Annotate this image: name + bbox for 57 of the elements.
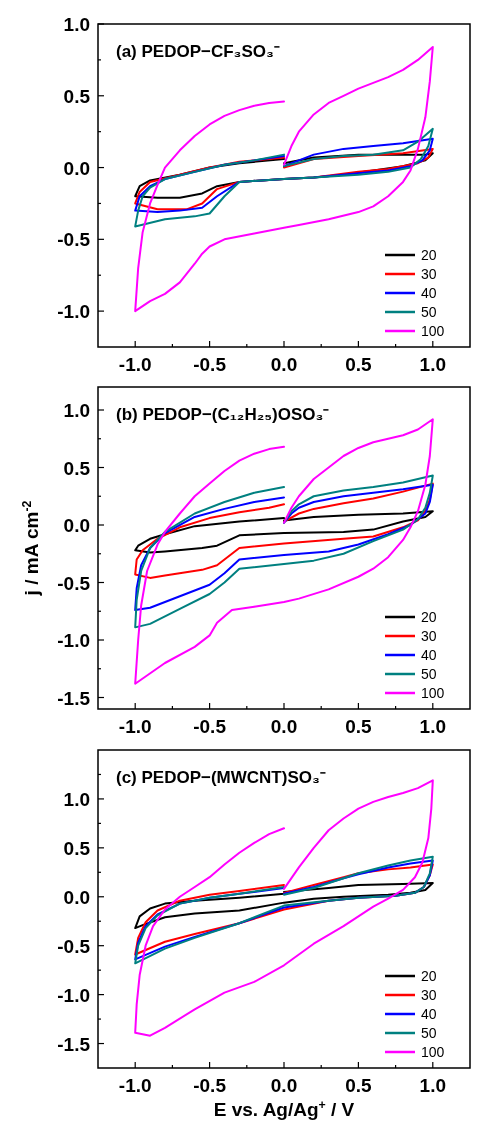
- line-series: [134, 127, 434, 228]
- y-tick-label: 0.0: [63, 886, 90, 908]
- y-tick-label: 0.5: [63, 457, 91, 479]
- legend-label: 100: [421, 1044, 445, 1060]
- y-tick-label: -1.5: [57, 687, 91, 709]
- y-tick-label: -1.0: [57, 301, 90, 323]
- x-tick-label: -0.5: [193, 354, 227, 375]
- legend-label: 40: [421, 1006, 437, 1022]
- legend-label: 40: [421, 285, 437, 301]
- legend-label: 30: [421, 266, 437, 282]
- x-tick-label: -1.0: [118, 1075, 152, 1096]
- x-tick-label: -0.5: [193, 716, 227, 737]
- y-tick-label: -1.0: [57, 984, 90, 1006]
- legend-label: 30: [421, 987, 437, 1003]
- line-series: [134, 510, 434, 554]
- y-tick-label: 1.0: [63, 788, 90, 810]
- y-tick-label: 0.5: [63, 85, 91, 107]
- legend-label: 50: [421, 304, 437, 320]
- x-axis-title: E vs. Ag/Ag$^{+}$ / V: [213, 1098, 355, 1120]
- x-tick-label: -1.0: [118, 716, 152, 737]
- x-tick-label: 1.0: [419, 716, 447, 737]
- y-tick-label: 0.0: [63, 157, 90, 179]
- x-tick-label: -1.0: [118, 354, 152, 375]
- legend-label: 20: [421, 609, 437, 625]
- x-tick-label: 0.5: [345, 716, 373, 737]
- y-tick-label: -0.5: [57, 229, 91, 251]
- legend-label: 40: [421, 647, 437, 663]
- line-series: [134, 882, 434, 930]
- x-tick-label: 0.5: [345, 1075, 373, 1096]
- x-tick-label: -0.5: [193, 1075, 227, 1096]
- line-series: [134, 482, 434, 579]
- y-tick-label: 0.5: [63, 837, 91, 859]
- x-tick-label: 0.0: [270, 1075, 298, 1096]
- x-tick-label: 0.0: [270, 716, 298, 737]
- x-tick-label: 1.0: [419, 354, 447, 375]
- text: (b) PEDOP−(C₁₂H₂₅)OSO₃⁻: [116, 405, 330, 424]
- y-tick-label: 1.0: [63, 400, 90, 421]
- legend-label: 20: [421, 968, 437, 984]
- y-tick-label: 0.0: [63, 515, 90, 536]
- y-tick-label: -0.5: [57, 572, 91, 594]
- x-tick-label: 0.0: [270, 354, 298, 375]
- x-tick-label: 1.0: [419, 1075, 447, 1096]
- y-tick-label: -1.5: [57, 1033, 91, 1055]
- y-tick-label: -1.0: [57, 630, 90, 651]
- legend-label: 20: [421, 247, 437, 263]
- legend-label: 50: [421, 666, 437, 682]
- text: (c) PEDOP−(MWCNT)SO₃⁻: [116, 768, 326, 787]
- legend-label: 30: [421, 628, 437, 644]
- line-series: [134, 474, 434, 629]
- text: (a) PEDOP−CF₃SO₃⁻: [116, 42, 280, 61]
- line-series: [134, 483, 434, 612]
- y-tick-label: 1.0: [63, 14, 90, 35]
- legend-label: 100: [421, 323, 445, 339]
- x-tick-label: 0.5: [345, 354, 373, 375]
- y-tick-label: -0.5: [57, 935, 91, 957]
- legend-label: 100: [421, 685, 445, 701]
- legend-label: 50: [421, 1025, 437, 1041]
